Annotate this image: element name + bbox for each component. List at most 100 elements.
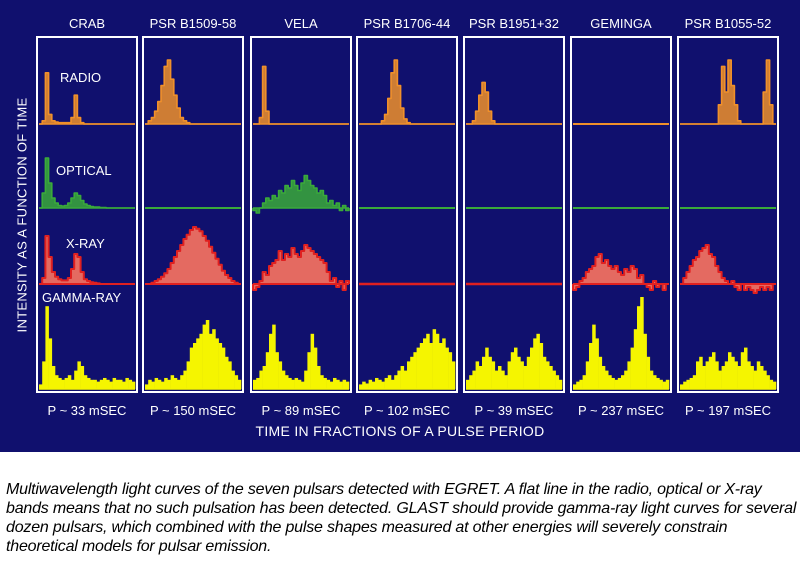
pulsar-panel-geminga bbox=[570, 36, 672, 393]
gamma-bin bbox=[301, 381, 305, 389]
gamma-bin bbox=[592, 324, 596, 389]
gamma-bin bbox=[472, 370, 476, 389]
gamma-bin bbox=[74, 370, 78, 389]
gamma-bin bbox=[491, 361, 496, 389]
gamma-bin bbox=[71, 379, 75, 389]
gamma-bin bbox=[221, 347, 226, 389]
gamma-bin bbox=[419, 343, 424, 389]
pulsar-panel-psr-b1055-52 bbox=[677, 36, 779, 393]
xray-area bbox=[680, 245, 776, 293]
pulsar-light-curves-figure: INTENSITY AS A FUNCTION OF TIME TIME IN … bbox=[0, 0, 800, 452]
gamma-bin bbox=[371, 381, 376, 389]
gamma-bin bbox=[526, 356, 531, 389]
gamma-bin bbox=[173, 377, 178, 389]
gamma-bin bbox=[617, 377, 622, 389]
radio-light-curve bbox=[466, 81, 562, 125]
gamma-bin bbox=[482, 356, 486, 389]
gamma-bin bbox=[740, 352, 745, 389]
radio-light-curve bbox=[145, 59, 241, 125]
light-curves-plot bbox=[36, 36, 779, 393]
gamma-bin bbox=[753, 370, 758, 389]
pulse-period-label: P ~ 102 mSEC bbox=[363, 403, 451, 418]
gamma-light-curve bbox=[145, 320, 242, 390]
panel-frame bbox=[570, 36, 672, 393]
gamma-bin bbox=[345, 381, 350, 389]
gamma-bin bbox=[702, 366, 706, 389]
gamma-bin bbox=[552, 370, 556, 389]
gamma-bin bbox=[186, 361, 191, 389]
gamma-bin bbox=[692, 375, 697, 389]
gamma-bin bbox=[285, 375, 289, 389]
gamma-bin bbox=[205, 320, 210, 389]
gamma-bin bbox=[297, 379, 302, 389]
xray-light-curve bbox=[145, 226, 241, 285]
gamma-bin bbox=[154, 377, 159, 389]
gamma-bin bbox=[61, 379, 65, 389]
gamma-bin bbox=[683, 381, 687, 389]
gamma-bin bbox=[598, 356, 603, 389]
gamma-bin bbox=[122, 381, 126, 389]
gamma-bin bbox=[769, 379, 774, 389]
gamma-bin bbox=[760, 366, 764, 389]
panel-frame bbox=[36, 36, 138, 393]
gamma-bin bbox=[504, 375, 508, 389]
gamma-bin bbox=[99, 379, 104, 389]
gamma-bin bbox=[539, 343, 544, 389]
gamma-bin bbox=[696, 361, 700, 389]
gamma-bin bbox=[128, 379, 133, 389]
pulse-period-label: P ~ 197 mSEC bbox=[684, 403, 772, 418]
gamma-bin bbox=[212, 329, 216, 389]
radio-light-curve bbox=[680, 59, 776, 125]
gamma-light-curve bbox=[359, 329, 456, 390]
xray-line bbox=[572, 253, 669, 291]
gamma-bin bbox=[161, 381, 165, 389]
gamma-bin bbox=[291, 379, 295, 389]
gamma-bin bbox=[662, 381, 667, 389]
gamma-bin bbox=[281, 370, 286, 389]
pulsar-panel-vela bbox=[250, 36, 352, 393]
gamma-bin bbox=[228, 361, 232, 389]
gamma-bin bbox=[595, 338, 599, 389]
gamma-bin bbox=[336, 379, 340, 389]
gamma-bin bbox=[445, 347, 449, 389]
gamma-bin bbox=[576, 381, 580, 389]
gamma-bin bbox=[646, 356, 651, 389]
gamma-bin bbox=[145, 384, 149, 389]
radio-light-curve bbox=[39, 72, 135, 125]
gamma-bin bbox=[680, 384, 684, 389]
pulsar-name: PSR B1706-44 bbox=[363, 16, 451, 31]
gamma-bin bbox=[728, 352, 732, 389]
optical-light-curve bbox=[39, 157, 135, 209]
gamma-bin bbox=[469, 375, 473, 389]
gamma-bin bbox=[256, 377, 260, 389]
gamma-bin bbox=[611, 377, 615, 389]
gamma-bin bbox=[339, 381, 343, 389]
gamma-bin bbox=[582, 375, 587, 389]
gamma-bin bbox=[708, 356, 713, 389]
panel-frame bbox=[677, 36, 779, 393]
xray-line bbox=[680, 244, 776, 294]
gamma-bin bbox=[763, 370, 767, 389]
gamma-bin bbox=[275, 352, 279, 389]
gamma-light-curve bbox=[253, 324, 350, 390]
gamma-light-curve bbox=[573, 297, 670, 390]
gamma-bin bbox=[640, 297, 644, 389]
gamma-bin bbox=[624, 370, 628, 389]
gamma-bin bbox=[536, 333, 540, 389]
gamma-bin bbox=[403, 370, 408, 389]
gamma-bin bbox=[112, 377, 117, 389]
gamma-bin bbox=[45, 306, 49, 389]
gamma-bin bbox=[397, 370, 401, 389]
gamma-bin bbox=[429, 343, 433, 389]
gamma-bin bbox=[423, 338, 427, 389]
gamma-bin bbox=[686, 379, 690, 389]
x-axis-label: TIME IN FRACTIONS OF A PULSE PERIOD bbox=[255, 423, 545, 439]
gamma-bin bbox=[579, 379, 583, 389]
gamma-bin bbox=[601, 366, 606, 389]
gamma-bin bbox=[731, 356, 735, 389]
gamma-bin bbox=[466, 379, 470, 389]
gamma-bin bbox=[157, 379, 162, 389]
gamma-bin bbox=[478, 366, 483, 389]
gamma-bin bbox=[109, 381, 113, 389]
gamma-bin bbox=[558, 379, 563, 389]
